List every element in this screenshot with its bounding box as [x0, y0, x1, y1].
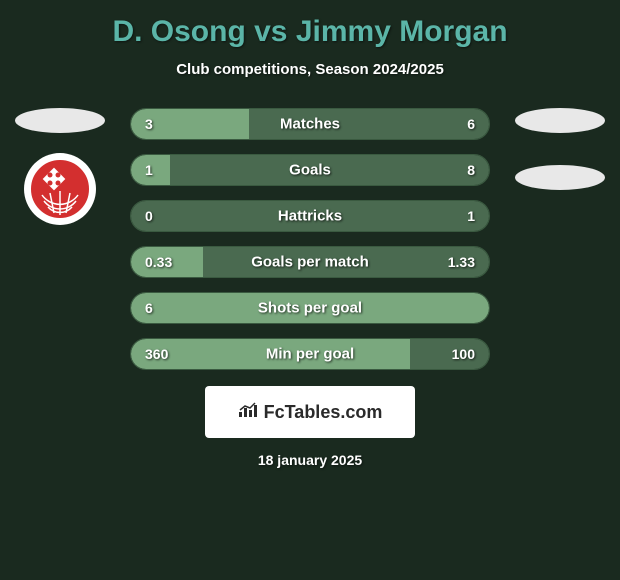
branding: FcTables.com — [205, 386, 415, 438]
bar-label: Matches — [280, 116, 340, 133]
stat-bar: Goals per match 0.33 1.33 — [130, 246, 490, 278]
bar-label: Min per goal — [266, 346, 354, 363]
player-right-placeholder-2 — [515, 165, 605, 190]
comparison-card: D. Osong vs Jimmy Morgan Club competitio… — [0, 0, 620, 580]
stat-bar: Goals 1 8 — [130, 154, 490, 186]
branding-text: FcTables.com — [264, 402, 383, 423]
bar-value-left: 360 — [145, 346, 168, 362]
bar-value-left: 6 — [145, 300, 153, 316]
club-logo-left — [24, 153, 96, 225]
player-right-side — [515, 108, 605, 190]
bar-value-right: 1.33 — [448, 254, 475, 270]
rotherham-badge-icon — [28, 157, 92, 221]
player-left-placeholder — [15, 108, 105, 133]
bar-value-left: 3 — [145, 116, 153, 132]
bar-value-right: 100 — [452, 346, 475, 362]
subtitle: Club competitions, Season 2024/2025 — [176, 61, 444, 78]
date-label: 18 january 2025 — [258, 452, 362, 468]
chart-icon — [238, 402, 258, 423]
stat-bar: Hattricks 0 1 — [130, 200, 490, 232]
player-left-side — [15, 108, 105, 225]
stat-bar: Matches 3 6 — [130, 108, 490, 140]
bar-value-left: 0 — [145, 208, 153, 224]
bar-label: Goals per match — [251, 254, 369, 271]
stat-bar: Min per goal 360 100 — [130, 338, 490, 370]
stat-bar: Shots per goal 6 — [130, 292, 490, 324]
bar-value-right: 1 — [467, 208, 475, 224]
main-area: Matches 3 6 Goals 1 8 Hattricks 0 1 Goals per mat… — [0, 108, 620, 370]
stats-bars: Matches 3 6 Goals 1 8 Hattricks 0 1 Goals per mat… — [130, 108, 490, 370]
bar-label: Goals — [289, 162, 331, 179]
bar-value-right: 8 — [467, 162, 475, 178]
bar-value-left: 1 — [145, 162, 153, 178]
bar-value-left: 0.33 — [145, 254, 172, 270]
bar-fill-right — [410, 339, 489, 369]
page-title: D. Osong vs Jimmy Morgan — [112, 15, 507, 49]
bar-value-right: 6 — [467, 116, 475, 132]
bar-label: Shots per goal — [258, 300, 362, 317]
player-right-placeholder-1 — [515, 108, 605, 133]
bar-label: Hattricks — [278, 208, 342, 225]
